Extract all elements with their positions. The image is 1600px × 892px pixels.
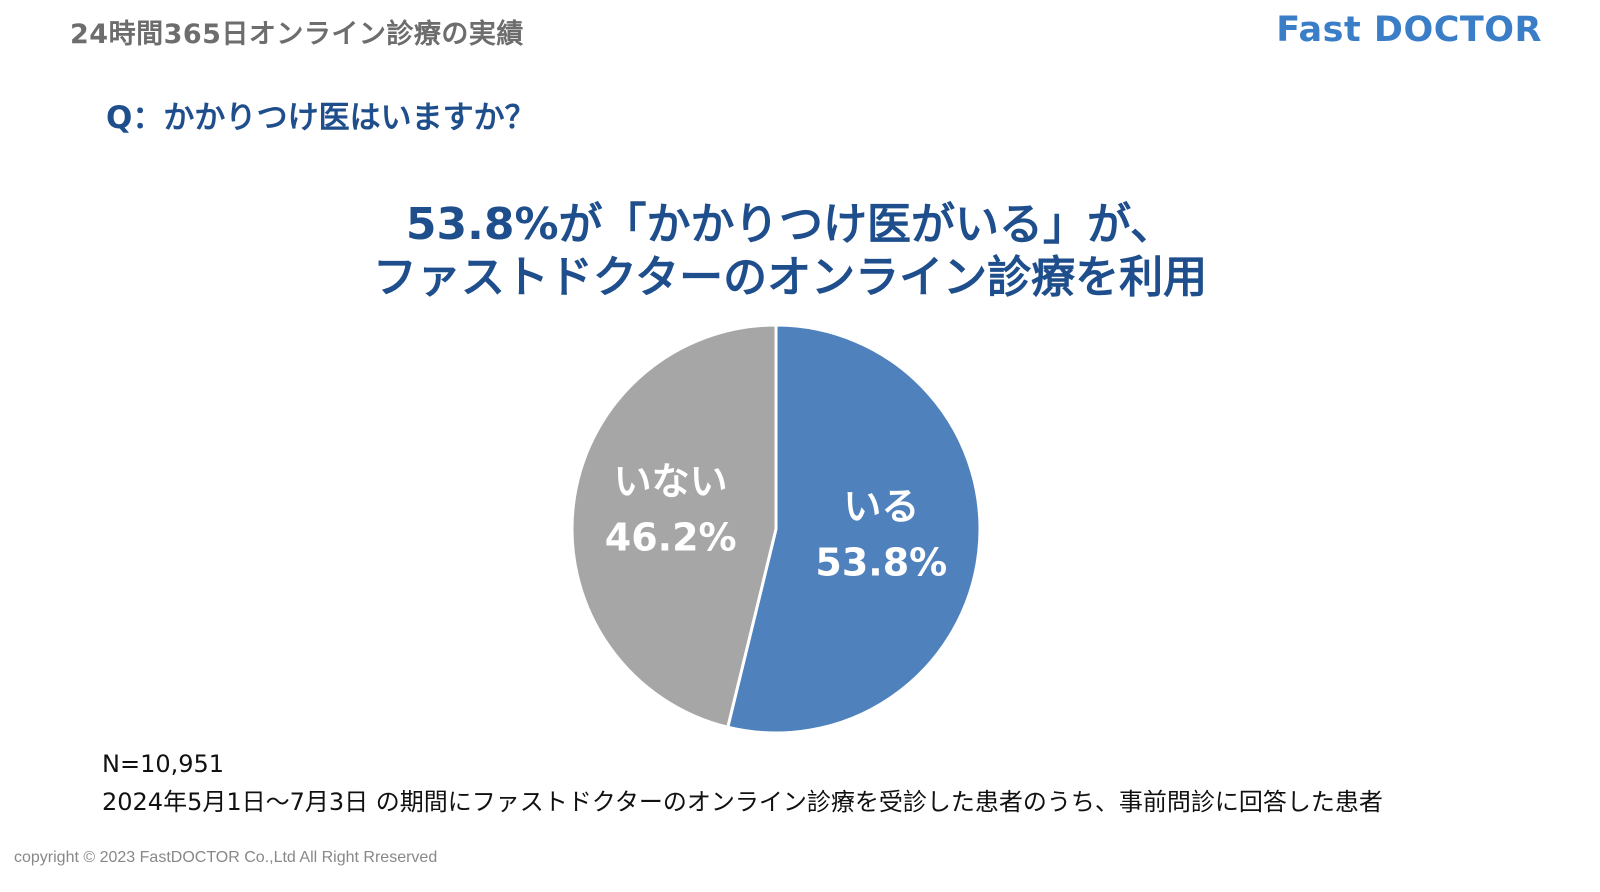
slice-percent-label: 46.2% (605, 515, 737, 559)
slice-category-label: いない (614, 459, 728, 503)
copyright-text: copyright © 2023 FastDOCTOR Co.,Ltd All … (14, 849, 438, 866)
headline-line-2: ファストドクターのオンライン診療を利用 (372, 252, 1208, 303)
slice-category-label: いる (843, 485, 919, 529)
survey-period-note: 2024年5月1日～7月3日 の期間にファストドクターのオンライン診療を受診した… (102, 788, 1383, 816)
pie-slice-inai (570, 323, 778, 730)
page-header-title: 24時間365日オンライン診療の実績 (70, 19, 524, 50)
pie-slice-iru (725, 323, 982, 735)
question-text: Q：かかりつけ医はいますか？ (106, 100, 536, 136)
slice-percent-label: 53.8% (815, 541, 947, 585)
headline-line-1: 53.8%が「かかりつけ医がいる」が、 (405, 199, 1175, 250)
sample-size-note: N=10,951 (102, 750, 225, 778)
fast-doctor-logo: Fast DOCTOR (1276, 10, 1542, 50)
